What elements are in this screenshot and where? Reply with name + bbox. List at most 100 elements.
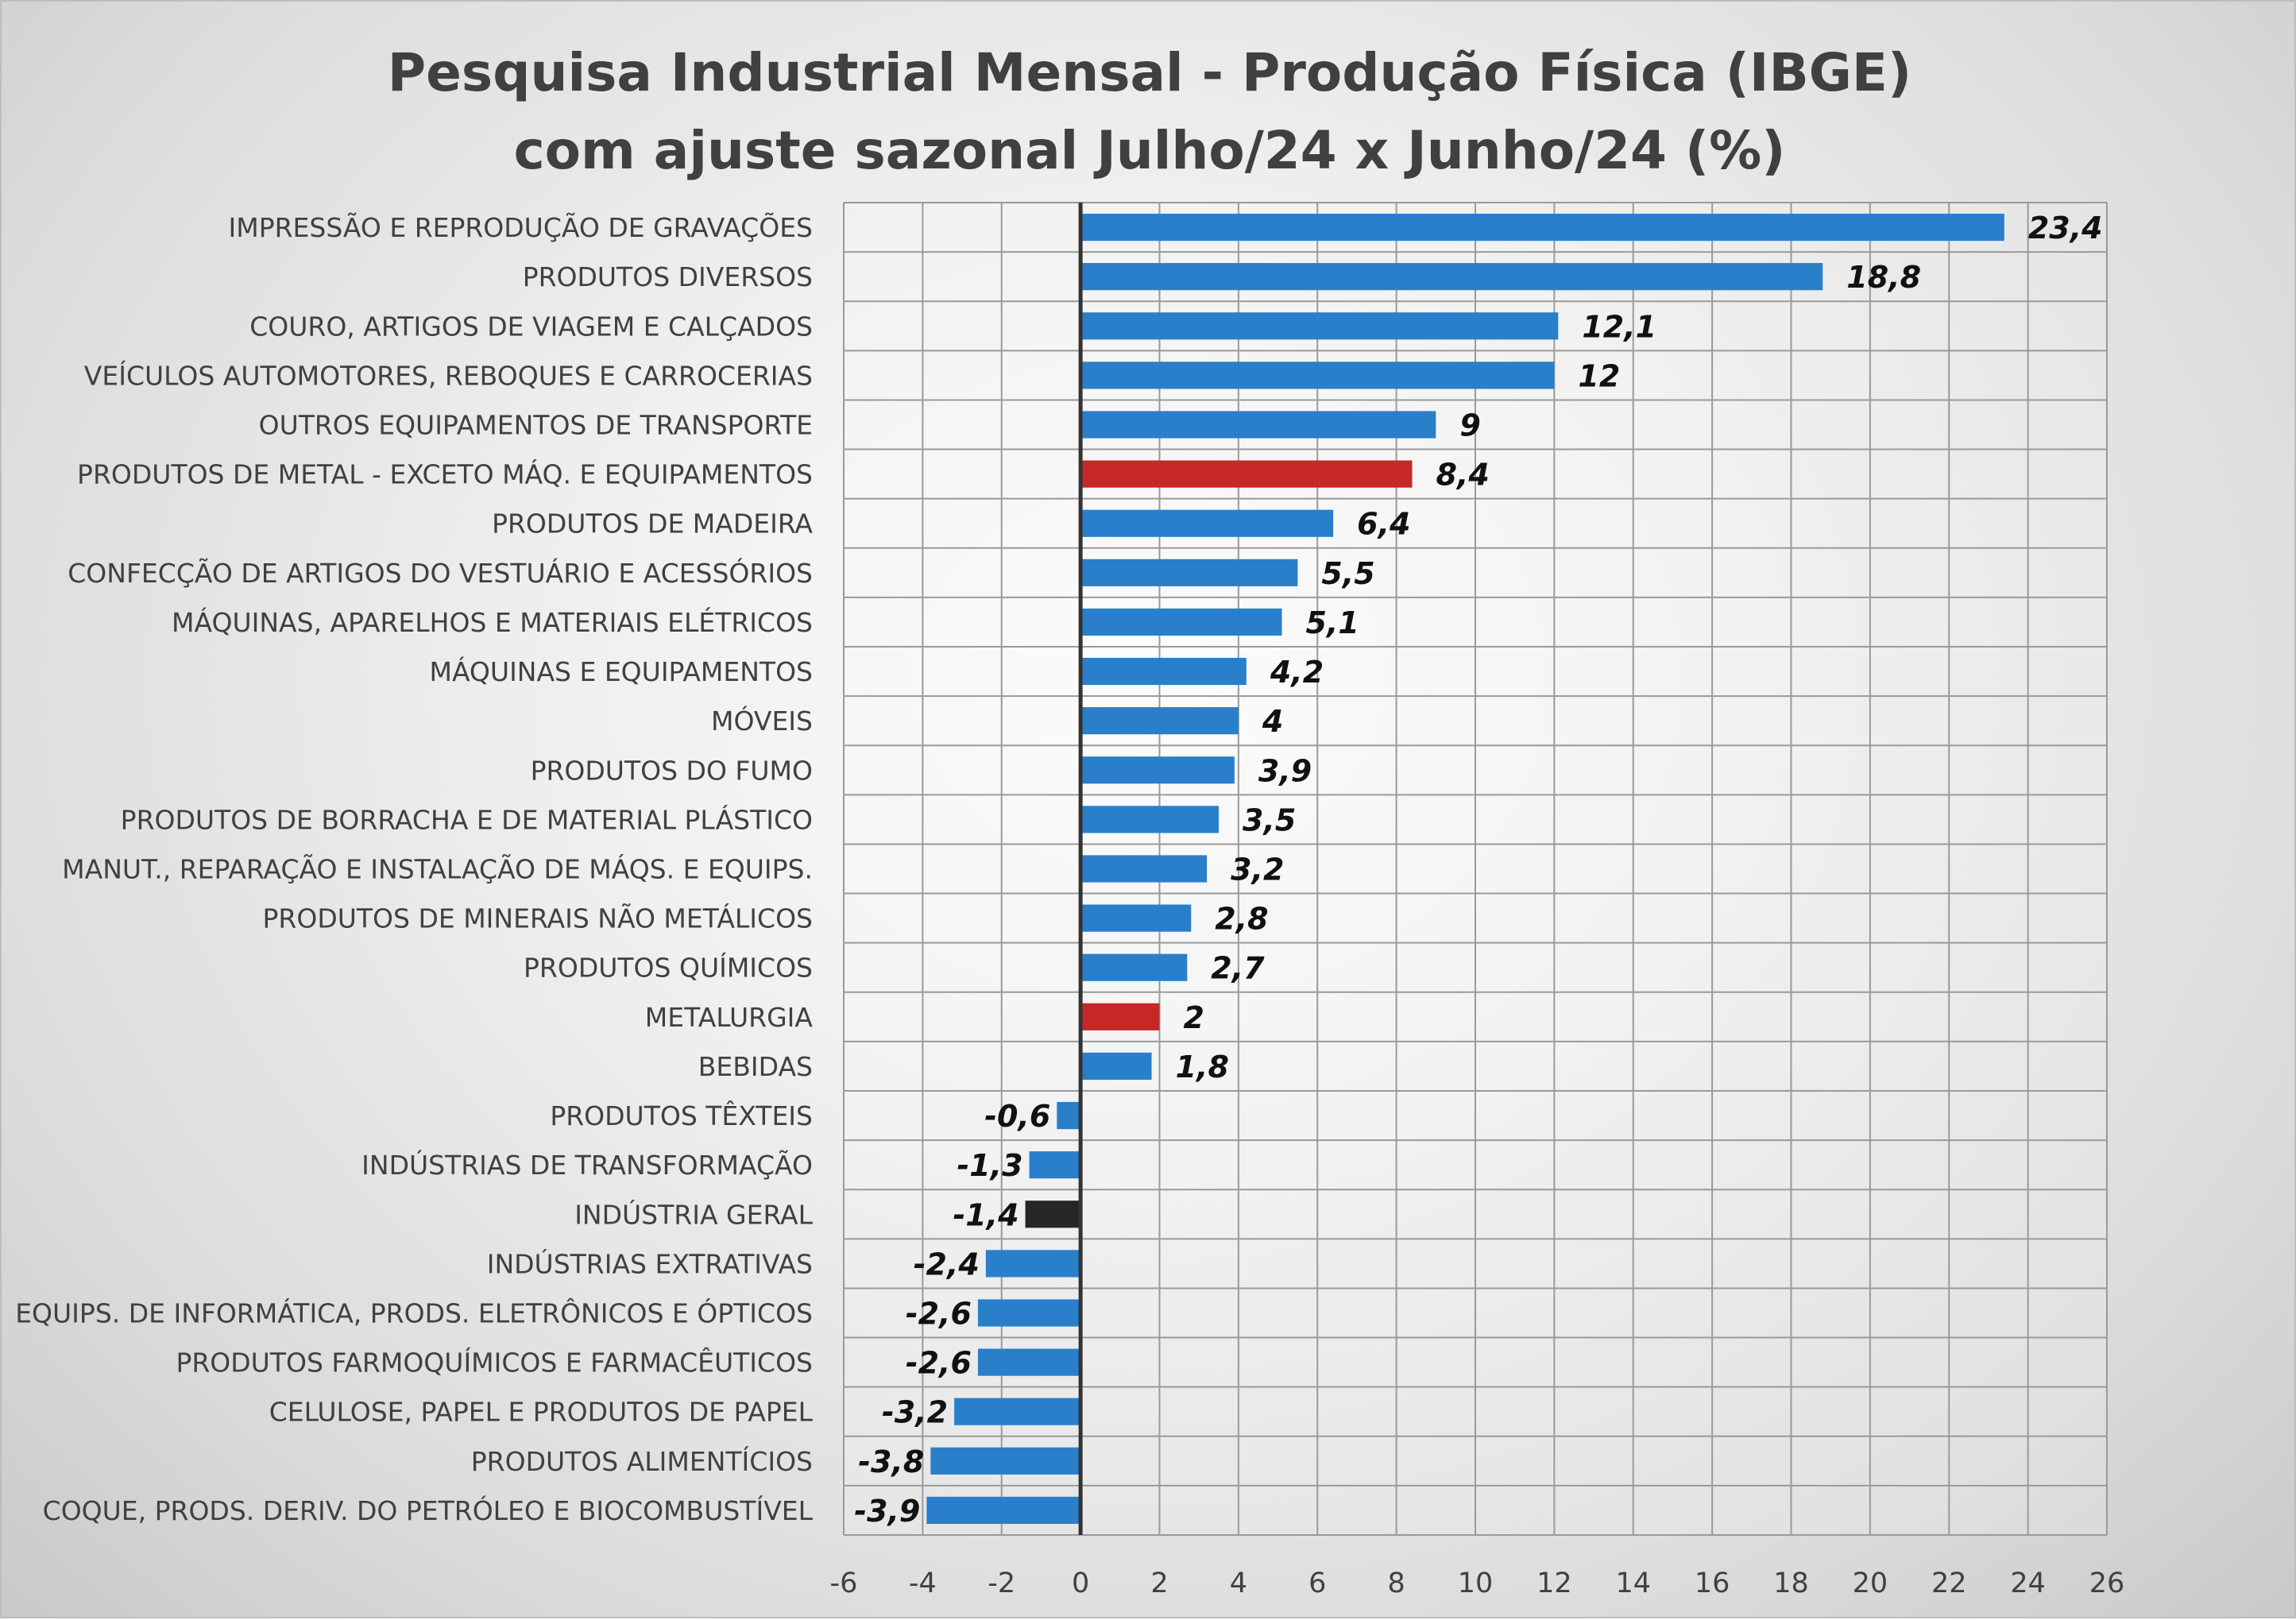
data-label: 3,9 (1258, 753, 1312, 788)
category-label: PRODUTOS DO FUMO (531, 755, 813, 786)
category-label: VEÍCULOS AUTOMOTORES, REBOQUES E CARROCE… (84, 359, 813, 391)
data-label: 12,1 (1582, 309, 1656, 344)
bar (985, 1250, 1081, 1278)
data-label: 6,4 (1357, 507, 1410, 542)
x-tick-label: 26 (2089, 1568, 2125, 1599)
category-label: COURO, ARTIGOS DE VIAGEM E CALÇADOS (249, 311, 813, 342)
data-label: 4,2 (1270, 655, 1324, 690)
data-label: -2,6 (906, 1346, 972, 1381)
x-tick-label: -6 (830, 1568, 858, 1599)
bar (1080, 953, 1188, 981)
category-label: MANUT., REPARAÇÃO E INSTALAÇÃO DE MÁQS. … (62, 853, 813, 885)
x-tick-label: 18 (1773, 1568, 1809, 1599)
category-label: PRODUTOS DE MINERAIS NÃO METÁLICOS (263, 903, 813, 934)
bar (1080, 460, 1413, 488)
x-tick-label: 20 (1853, 1568, 1888, 1599)
category-label: PRODUTOS DE BORRACHA E DE MATERIAL PLÁST… (121, 803, 813, 835)
bar (1080, 707, 1239, 735)
bar (1080, 855, 1208, 883)
data-label: 9 (1459, 408, 1480, 443)
data-label: -2,6 (906, 1297, 972, 1332)
data-label: 8,4 (1436, 458, 1490, 493)
bar (977, 1299, 1081, 1327)
bar (930, 1447, 1081, 1475)
category-label: INDÚSTRIAS DE TRANSFORMAÇÃO (361, 1149, 813, 1181)
bar (1029, 1151, 1081, 1179)
category-label: PRODUTOS DIVERSOS (523, 261, 813, 292)
category-label: PRODUTOS DE METAL - EXCETO MÁQ. E EQUIPA… (77, 458, 813, 490)
bar (1080, 263, 1823, 291)
category-label: IMPRESSÃO E REPRODUÇÃO DE GRAVAÇÕES (229, 211, 814, 243)
x-tick-label: -2 (988, 1568, 1015, 1599)
bar (1080, 756, 1235, 784)
x-tick-label: 22 (1931, 1568, 1967, 1599)
bar (1080, 1052, 1152, 1081)
bar (1080, 608, 1282, 636)
x-tick-label: 14 (1615, 1568, 1651, 1599)
x-tick-label: -4 (909, 1568, 937, 1599)
x-tick-label: 4 (1230, 1568, 1247, 1599)
category-label: MÓVEIS (711, 705, 813, 737)
data-label: -2,4 (914, 1247, 980, 1282)
chart-subtitle: com ajuste sazonal Julho/24 x Junho/24 (… (514, 120, 1786, 181)
bar (1080, 657, 1247, 686)
category-label: EQUIPS. DE INFORMÁTICA, PRODS. ELETRÔNIC… (15, 1297, 813, 1329)
data-label: 2 (1184, 1000, 1204, 1035)
category-label: MÁQUINAS, APARELHOS E MATERIAIS ELÉTRICO… (172, 606, 813, 638)
category-label: BEBIDAS (698, 1051, 813, 1082)
bar (1025, 1201, 1081, 1228)
category-label: PRODUTOS DE MADEIRA (492, 508, 813, 539)
category-label: PRODUTOS TÊXTEIS (550, 1100, 813, 1131)
data-label: 3,2 (1231, 853, 1284, 887)
category-label: PRODUTOS QUÍMICOS (524, 952, 813, 984)
data-label: 3,5 (1243, 802, 1296, 837)
category-label: PRODUTOS FARMOQUÍMICOS E FARMACÊUTICOS (176, 1347, 813, 1378)
bar (1080, 509, 1334, 537)
data-label: -3,8 (858, 1444, 924, 1479)
bar (1080, 806, 1220, 833)
bar (1080, 559, 1298, 586)
x-tick-label: 8 (1387, 1568, 1405, 1599)
category-label: CELULOSE, PAPEL E PRODUTOS DE PAPEL (269, 1397, 814, 1428)
data-label: 5,1 (1306, 605, 1359, 640)
bar (1080, 362, 1555, 389)
x-tick-label: 12 (1536, 1568, 1572, 1599)
data-label: 5,5 (1321, 556, 1374, 591)
category-label: INDÚSTRIA GERAL (574, 1198, 813, 1230)
x-tick-label: 6 (1308, 1568, 1326, 1599)
x-tick-label: 0 (1072, 1568, 1089, 1599)
x-tick-label: 16 (1695, 1568, 1730, 1599)
category-labels: IMPRESSÃO E REPRODUÇÃO DE GRAVAÇÕES PRODU… (15, 211, 813, 1526)
data-label: 23,4 (2028, 211, 2103, 246)
value-labels: 23,4 18,8 12,1 12 9 8,4 6,4 5,5 5,1 4,2 4 3,9 3,5 3,2… (854, 211, 2102, 1529)
bar (954, 1398, 1081, 1425)
x-tick-label: 2 (1150, 1568, 1168, 1599)
bar (1057, 1101, 1081, 1130)
category-label: INDÚSTRIAS EXTRATIVAS (487, 1247, 813, 1279)
bar (977, 1348, 1081, 1376)
data-label: 2,8 (1215, 902, 1268, 937)
data-label: -3,2 (882, 1395, 948, 1430)
bar (1080, 312, 1559, 340)
x-tick-label: 24 (2010, 1568, 2046, 1599)
data-label: 18,8 (1846, 260, 1921, 295)
bar (926, 1496, 1081, 1525)
bars (926, 213, 2004, 1525)
x-tick-label: 10 (1458, 1568, 1494, 1599)
gridlines (843, 202, 2108, 1536)
bar (1080, 1003, 1160, 1030)
data-label: 1,8 (1176, 1050, 1229, 1085)
data-label: 2,7 (1211, 951, 1265, 986)
category-label: METALURGIA (645, 1002, 814, 1033)
bar (1080, 213, 2004, 242)
chart-title: Pesquisa Industrial Mensal - Produção Fí… (388, 42, 1911, 103)
category-label: COQUE, PRODS. DERIV. DO PETRÓLEO E BIOCO… (43, 1494, 814, 1526)
category-label: CONFECÇÃO DE ARTIGOS DO VESTUÁRIO E ACES… (68, 557, 813, 589)
data-label: 4 (1262, 704, 1283, 739)
data-label: -1,4 (953, 1197, 1019, 1232)
category-label: PRODUTOS ALIMENTÍCIOS (471, 1445, 813, 1477)
category-label: OUTROS EQUIPAMENTOS DE TRANSPORTE (259, 410, 813, 441)
data-label: 12 (1578, 358, 1620, 393)
